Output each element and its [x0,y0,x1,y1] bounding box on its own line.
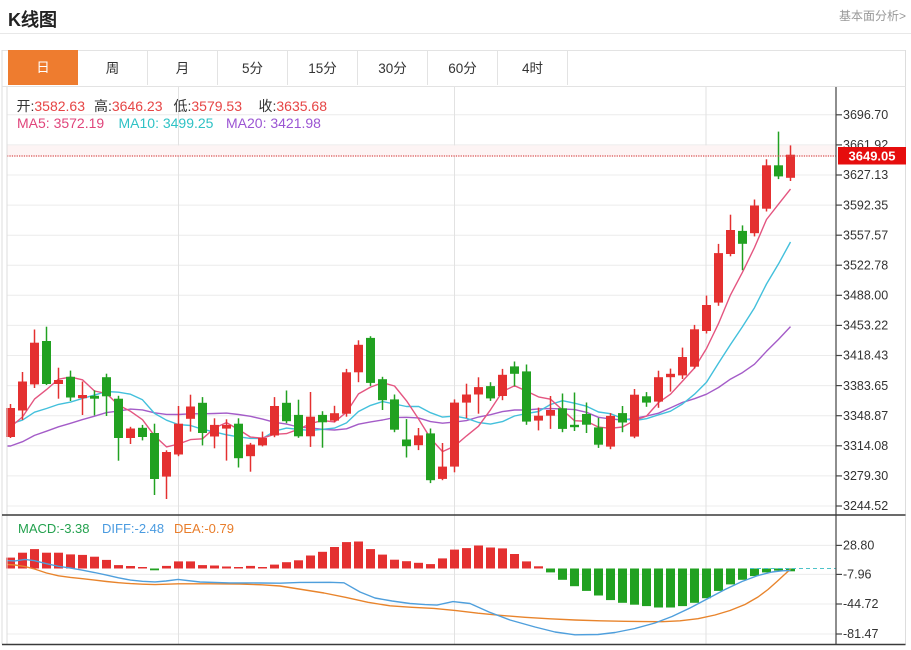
svg-text:-44.72: -44.72 [843,597,878,611]
svg-text:3488.00: 3488.00 [843,289,888,303]
svg-text:3453.22: 3453.22 [843,319,888,333]
svg-text:3592.35: 3592.35 [843,198,888,212]
svg-text:3649.05: 3649.05 [849,149,896,164]
svg-text:3557.57: 3557.57 [843,228,888,242]
svg-text:-7.96: -7.96 [843,568,872,582]
svg-text:3627.13: 3627.13 [843,168,888,182]
svg-text:3279.30: 3279.30 [843,469,888,483]
svg-text:3522.78: 3522.78 [843,258,888,272]
svg-text:3244.52: 3244.52 [843,499,888,513]
svg-text:3314.08: 3314.08 [843,439,888,453]
svg-text:28.80: 28.80 [843,539,874,553]
svg-text:3418.43: 3418.43 [843,349,888,363]
svg-text:3348.87: 3348.87 [843,409,888,423]
svg-text:3696.70: 3696.70 [843,108,888,122]
svg-text:-81.47: -81.47 [843,627,878,641]
svg-text:3383.65: 3383.65 [843,379,888,393]
